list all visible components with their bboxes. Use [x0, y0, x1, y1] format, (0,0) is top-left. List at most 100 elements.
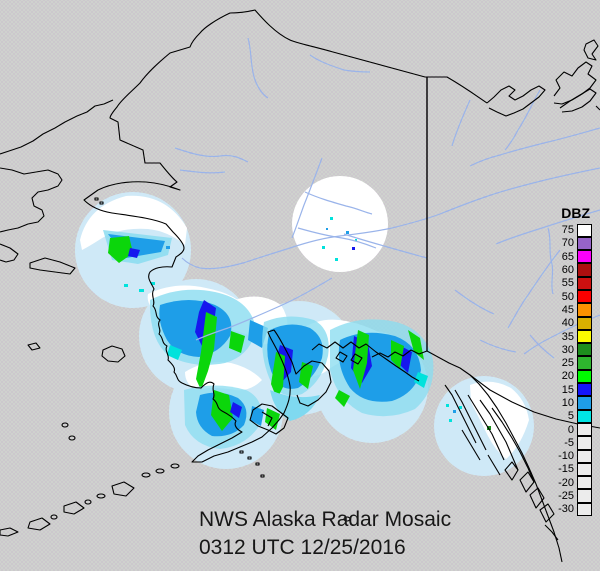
dbz-color-swatch — [577, 343, 592, 357]
coast-pws — [311, 341, 420, 382]
dbz-legend-row: 75 — [548, 223, 592, 237]
dbz-value-label: 65 — [561, 250, 574, 263]
dbz-value-label: 35 — [561, 330, 574, 343]
echo-northwest — [103, 230, 172, 292]
coast-panhandle-islands — [444, 384, 559, 541]
dbz-legend-row: 65 — [548, 250, 592, 264]
dbz-legend-row: 0 — [548, 422, 592, 437]
dbz-value-label: -30 — [558, 503, 574, 516]
dbz-value-label: 45 — [561, 303, 574, 316]
coast-diomede — [94, 197, 99, 201]
dbz-value-label: 60 — [561, 264, 574, 277]
dbz-legend-row: -15 — [548, 462, 592, 477]
coast-st-matthew — [27, 342, 41, 351]
dbz-value-label: -25 — [558, 490, 574, 503]
dbz-legend: DBZ 75 70 65 60 55 50 45 40 35 30 25 20 15 10 5 0 -5 -10-… — [548, 205, 592, 517]
dbz-legend-rows: 75 70 65 60 55 50 45 40 35 30 25 20 15 10 5 0 -5 -10 -15 -2… — [548, 223, 592, 517]
dbz-color-swatch — [577, 422, 592, 437]
echo-westcoast — [149, 289, 268, 390]
dbz-legend-row: 5 — [548, 409, 592, 423]
dbz-color-swatch — [577, 489, 592, 503]
dbz-value-label: 75 — [561, 224, 574, 237]
dbz-value-label: 5 — [567, 410, 574, 423]
coast-pws-islands — [335, 351, 363, 365]
dbz-legend-row: -5 — [548, 436, 592, 450]
dbz-legend-row: -25 — [548, 489, 592, 503]
dbz-color-swatch — [577, 436, 592, 450]
river-yukon — [181, 167, 600, 270]
dbz-legend-row: 10 — [548, 396, 592, 410]
dbz-value-label: 30 — [561, 343, 574, 356]
coast-yakutat — [371, 349, 428, 358]
dbz-value-label: 40 — [561, 317, 574, 330]
dbz-value-label: -5 — [564, 436, 574, 449]
dbz-legend-row: 50 — [548, 289, 592, 304]
coast-russia — [0, 99, 114, 263]
dbz-color-swatch — [577, 462, 592, 477]
title-block: NWS Alaska Radar Mosaic 0312 UTC 12/25/2… — [199, 506, 451, 562]
dbz-legend-heading: DBZ — [561, 205, 590, 221]
radar-echoes — [103, 217, 491, 449]
dbz-value-label: -15 — [558, 463, 574, 476]
dbz-color-swatch — [577, 250, 592, 264]
rivers — [174, 37, 600, 359]
dbz-legend-row: 70 — [548, 236, 592, 251]
dbz-value-label: 10 — [561, 397, 574, 409]
dbz-legend-row: 45 — [548, 303, 592, 317]
dbz-color-swatch — [577, 263, 592, 277]
dbz-color-swatch — [577, 449, 592, 463]
coast-nunivak — [101, 345, 126, 363]
dbz-legend-row: 25 — [548, 356, 592, 370]
dbz-color-swatch — [577, 409, 592, 423]
coast-canada-islands — [486, 39, 600, 117]
dbz-value-label: 20 — [561, 370, 574, 383]
echo-gulf — [330, 319, 434, 417]
dbz-legend-row: 40 — [548, 316, 592, 330]
dbz-color-swatch — [577, 276, 592, 290]
dbz-color-swatch — [577, 223, 592, 237]
dbz-legend-row: 20 — [548, 369, 592, 384]
dbz-legend-row: 35 — [548, 329, 592, 344]
land-seward-peninsula — [80, 195, 187, 250]
echo-southwest — [184, 385, 280, 449]
coast-st-lawrence — [29, 257, 76, 275]
dbz-color-swatch — [577, 316, 592, 330]
dbz-color-swatch — [577, 303, 592, 317]
dbz-value-label: -20 — [558, 476, 574, 489]
dbz-color-swatch — [577, 356, 592, 370]
dbz-value-label: 0 — [567, 423, 574, 436]
mosaic-timestamp: 0312 UTC 12/25/2016 — [199, 536, 406, 559]
dbz-value-label: 55 — [561, 277, 574, 290]
dbz-legend-row: -20 — [548, 476, 592, 490]
dbz-value-label: -10 — [558, 450, 574, 463]
coastlines — [0, 9, 600, 563]
land-southeast — [470, 381, 529, 459]
dbz-value-label: 70 — [561, 237, 574, 250]
coast-pribilof — [61, 422, 69, 428]
dbz-legend-row: 15 — [548, 383, 592, 397]
dbz-color-swatch — [577, 396, 592, 410]
echo-interior-speckles — [322, 217, 357, 261]
dbz-color-swatch — [577, 502, 592, 517]
dbz-color-swatch — [577, 476, 592, 490]
dbz-color-swatch — [577, 369, 592, 384]
dbz-color-swatch — [577, 236, 592, 251]
dbz-color-swatch — [577, 383, 592, 397]
dbz-color-swatch — [577, 289, 592, 304]
echo-southeast-speckles — [446, 404, 491, 430]
dbz-color-swatch — [577, 329, 592, 344]
dbz-legend-row: 30 — [548, 343, 592, 357]
coast-mainland — [83, 9, 488, 463]
dbz-value-label: 25 — [561, 357, 574, 370]
radar-circle-interior — [292, 176, 388, 272]
river-kuskokwim — [195, 277, 333, 341]
coast-kodiak — [249, 403, 289, 435]
mosaic-title: NWS Alaska Radar Mosaic — [199, 508, 452, 531]
dbz-value-label: 50 — [561, 290, 574, 303]
dbz-legend-row: -30 — [548, 502, 592, 517]
dbz-value-label: 15 — [561, 383, 574, 396]
dbz-legend-row: 60 — [548, 263, 592, 277]
coast-aleutians — [0, 450, 351, 537]
